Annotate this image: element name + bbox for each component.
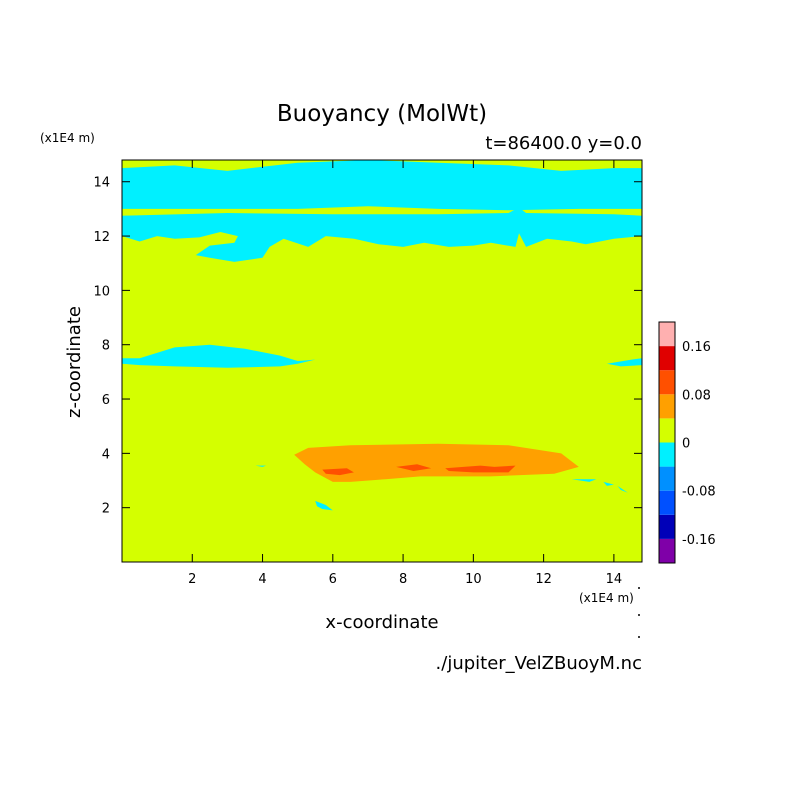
contour-region: [122, 207, 642, 262]
contour-region: [122, 344, 316, 368]
chart-title: Buoyancy (MolWt): [277, 101, 487, 127]
x-axis-ticks: 2 4 6 8 10 12 14: [188, 160, 622, 587]
colorbar-frame: [658, 321, 676, 564]
contour-region: [603, 481, 614, 486]
stray-dot: [638, 587, 640, 589]
x-tick-label: 8: [399, 572, 407, 587]
y-tick-label: 6: [102, 393, 110, 408]
colorbar-tick-label: -0.16: [682, 533, 716, 548]
contour-region: [445, 465, 516, 473]
contour-region: [396, 464, 432, 471]
colorbar-swatch: [659, 442, 675, 467]
contour-region: [606, 358, 642, 367]
colorbar-swatch: [659, 346, 675, 371]
source-file-label: ./jupiter_VelZBuoyM.nc: [436, 653, 642, 674]
stray-dot: [638, 614, 640, 616]
x-tick-label: 10: [465, 572, 482, 587]
x-tick-label: 14: [606, 572, 623, 587]
x-tick-label: 6: [329, 572, 337, 587]
colorbar-tick-label: 0.08: [682, 388, 711, 403]
x-tick-label: 12: [535, 572, 552, 587]
x-tick-label: 4: [258, 572, 266, 587]
x-scale-label: (x1E4 m): [579, 591, 634, 605]
contour-plot: [121, 159, 643, 563]
y-tick-label: 14: [93, 176, 110, 191]
colorbar-tick-label: -0.08: [682, 485, 716, 500]
y-axis-label: z-coordinate: [64, 306, 85, 418]
x-axis-label: x-coordinate: [325, 612, 438, 633]
y-tick-label: 10: [93, 284, 110, 299]
contour-region: [571, 479, 597, 482]
y-tick-label: 12: [93, 230, 110, 245]
y-tick-label: 4: [102, 447, 110, 462]
colorbar-tick-label: 0.16: [682, 340, 711, 355]
chart-subtitle: t=86400.0 y=0.0: [485, 133, 642, 154]
stray-dot: [638, 636, 640, 638]
contour-region: [322, 468, 354, 476]
colorbar-swatch: [659, 490, 675, 515]
colorbar-tick-label: 0: [682, 437, 690, 452]
colorbar: 0.16 0.08 0 -0.08 -0.16: [658, 321, 716, 564]
plot-frame: [121, 159, 643, 563]
y-axis-ticks: 2 4 6 8 10 12 14: [93, 176, 642, 517]
colorbar-swatch: [659, 466, 675, 491]
colorbar-swatch: [659, 370, 675, 395]
colorbar-swatch: [659, 322, 675, 347]
colorbar-swatch: [659, 394, 675, 419]
colorbar-swatch: [659, 538, 675, 563]
contour-region: [255, 465, 267, 467]
x-tick-label: 2: [188, 572, 196, 587]
contour-region: [617, 485, 628, 493]
y-scale-label: (x1E4 m): [40, 131, 95, 145]
contour-region: [315, 500, 333, 511]
y-tick-label: 2: [102, 502, 110, 517]
contour-region: [122, 160, 642, 211]
colorbar-swatch: [659, 514, 675, 539]
y-tick-label: 8: [102, 339, 110, 354]
colorbar-swatch: [659, 418, 675, 443]
